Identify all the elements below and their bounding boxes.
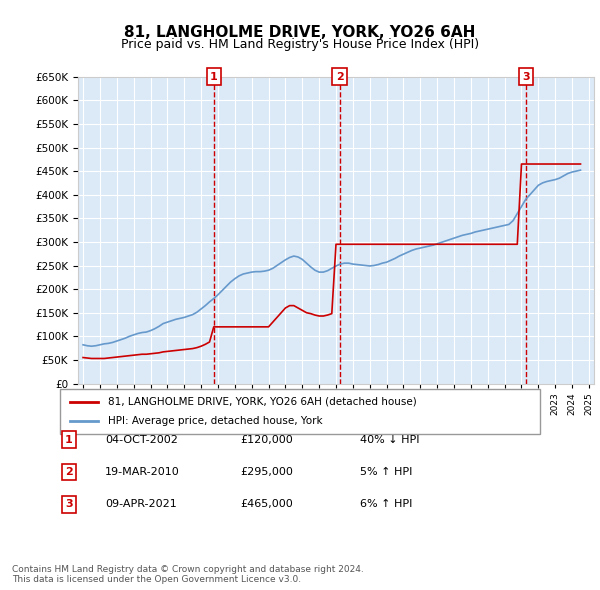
Text: £120,000: £120,000 bbox=[240, 435, 293, 444]
Text: HPI: Average price, detached house, York: HPI: Average price, detached house, York bbox=[108, 417, 323, 426]
Text: 1: 1 bbox=[65, 435, 73, 444]
Text: 6% ↑ HPI: 6% ↑ HPI bbox=[360, 500, 412, 509]
Text: 1: 1 bbox=[210, 72, 218, 81]
Text: 40% ↓ HPI: 40% ↓ HPI bbox=[360, 435, 419, 444]
Text: £465,000: £465,000 bbox=[240, 500, 293, 509]
Text: Price paid vs. HM Land Registry's House Price Index (HPI): Price paid vs. HM Land Registry's House … bbox=[121, 38, 479, 51]
Text: 19-MAR-2010: 19-MAR-2010 bbox=[105, 467, 180, 477]
Text: £295,000: £295,000 bbox=[240, 467, 293, 477]
Text: 81, LANGHOLME DRIVE, YORK, YO26 6AH: 81, LANGHOLME DRIVE, YORK, YO26 6AH bbox=[124, 25, 476, 40]
Text: 3: 3 bbox=[65, 500, 73, 509]
Text: 09-APR-2021: 09-APR-2021 bbox=[105, 500, 177, 509]
Text: Contains HM Land Registry data © Crown copyright and database right 2024.
This d: Contains HM Land Registry data © Crown c… bbox=[12, 565, 364, 584]
Text: 81, LANGHOLME DRIVE, YORK, YO26 6AH (detached house): 81, LANGHOLME DRIVE, YORK, YO26 6AH (det… bbox=[108, 397, 417, 407]
Text: 2: 2 bbox=[65, 467, 73, 477]
Text: 04-OCT-2002: 04-OCT-2002 bbox=[105, 435, 178, 444]
FancyBboxPatch shape bbox=[60, 389, 540, 434]
Text: 5% ↑ HPI: 5% ↑ HPI bbox=[360, 467, 412, 477]
Text: 2: 2 bbox=[335, 72, 343, 81]
Text: 3: 3 bbox=[522, 72, 530, 81]
